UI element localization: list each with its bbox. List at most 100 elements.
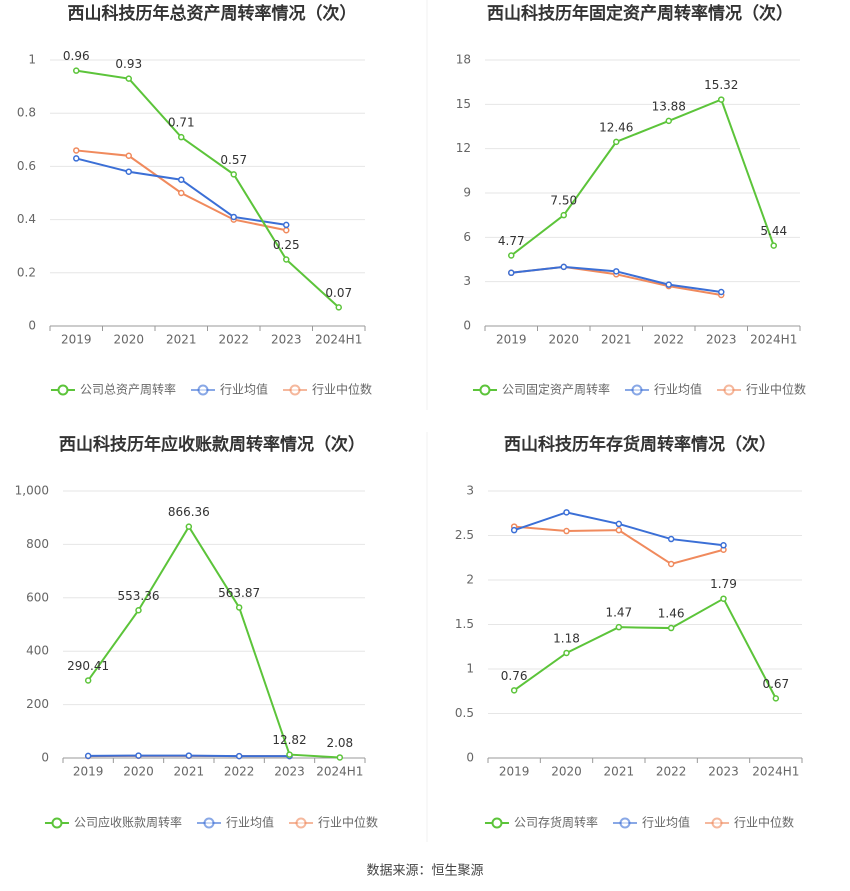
y-tick-label: 2: [466, 573, 474, 587]
legend-swatch: [289, 384, 301, 396]
data-point: [178, 189, 185, 197]
y-tick-label: 3: [466, 484, 474, 498]
data-point: [665, 117, 672, 125]
data-point: [135, 607, 142, 614]
x-tick-label: 2024H1: [750, 333, 797, 347]
x-tick-label: 2021: [166, 333, 197, 347]
y-tick-label: 1: [28, 53, 36, 67]
data-label: 2.08: [326, 736, 353, 750]
y-tick-label: 0: [463, 319, 471, 333]
data-label: 290.41: [67, 659, 109, 673]
x-tick-label: 2023: [274, 765, 305, 779]
data-point: [613, 138, 620, 146]
x-tick-label: 2019: [496, 333, 527, 347]
legend-label: 行业均值: [654, 382, 702, 397]
legend-swatch: [619, 817, 631, 829]
legend-swatch: [479, 384, 491, 396]
y-tick-label: 0: [41, 751, 49, 765]
data-point: [613, 268, 620, 275]
legend-swatch: [295, 817, 307, 829]
y-tick-label: 0.6: [17, 159, 36, 173]
legend-label: 公司应收账款周转率: [74, 815, 182, 830]
data-point: [615, 520, 623, 528]
x-tick-label: 2020: [123, 765, 154, 779]
y-tick-label: 1.5: [455, 617, 474, 631]
data-point: [667, 535, 675, 543]
legend-label: 行业均值: [226, 815, 274, 830]
x-tick-label: 2024H1: [315, 333, 362, 347]
x-tick-label: 2020: [113, 333, 144, 347]
data-label: 866.36: [168, 505, 210, 519]
legend-label: 行业中位数: [312, 382, 372, 397]
y-tick-label: 1,000: [15, 484, 49, 498]
data-point: [230, 213, 237, 221]
data-point: [73, 155, 80, 162]
series-line: [513, 597, 777, 699]
x-tick-label: 2019: [499, 765, 530, 779]
data-label: 15.32: [704, 78, 738, 92]
data-label: 1.79: [710, 577, 737, 591]
data-point: [508, 269, 515, 277]
data-label: 5.44: [760, 224, 787, 238]
data-point: [178, 176, 185, 183]
data-label: 4.77: [498, 234, 525, 248]
legend-label: 行业均值: [642, 815, 690, 830]
data-label: 1.18: [553, 631, 580, 645]
series-line: [76, 69, 340, 309]
data-point: [772, 695, 780, 702]
x-tick-label: 2022: [218, 333, 249, 347]
x-tick-label: 2024H1: [752, 765, 799, 779]
x-tick-label: 2022: [653, 333, 684, 347]
x-tick-label: 2021: [601, 333, 632, 347]
x-tick-label: 2020: [551, 765, 582, 779]
y-tick-label: 0.8: [17, 106, 36, 120]
legend-swatch: [203, 817, 215, 829]
y-tick-label: 18: [456, 53, 471, 67]
x-tick-label: 2021: [174, 765, 205, 779]
data-point: [135, 752, 142, 759]
y-tick-label: 12: [456, 141, 471, 155]
y-tick-label: 600: [26, 590, 49, 604]
data-label: 0.93: [115, 57, 142, 71]
data-point: [720, 595, 727, 602]
data-label: 0.57: [220, 153, 247, 167]
legend-label: 公司固定资产周转率: [502, 382, 610, 397]
data-point: [84, 752, 92, 760]
data-point: [283, 226, 290, 234]
legend-swatch: [197, 384, 209, 396]
legend-label: 行业中位数: [734, 815, 794, 830]
data-point: [178, 133, 185, 141]
data-label: 12.82: [272, 733, 306, 747]
data-point: [73, 67, 80, 74]
data-point: [510, 687, 518, 694]
legend-label: 行业均值: [220, 382, 268, 397]
data-label: 1.46: [658, 607, 685, 621]
data-label: 0.07: [325, 286, 352, 300]
x-tick-label: 2023: [706, 333, 737, 347]
legend-label: 行业中位数: [746, 382, 806, 397]
legend-swatch: [51, 817, 63, 829]
data-point: [286, 751, 293, 758]
x-tick-label: 2019: [61, 333, 92, 347]
chart-title: 西山科技历年固定资产周转率情况（次）: [487, 3, 793, 24]
data-point: [185, 523, 193, 530]
x-tick-label: 2023: [708, 765, 739, 779]
series-line: [87, 524, 340, 759]
data-point: [563, 509, 570, 516]
data-point: [510, 526, 518, 534]
data-point: [125, 152, 132, 160]
data-label: 0.25: [273, 238, 300, 252]
data-point: [770, 242, 777, 249]
x-tick-label: 2023: [271, 333, 302, 347]
data-point: [718, 288, 725, 296]
series-line: [510, 98, 775, 257]
data-point: [563, 649, 570, 657]
y-tick-label: 0.2: [17, 265, 36, 279]
x-tick-label: 2020: [548, 333, 579, 347]
data-point: [665, 281, 672, 288]
data-point: [283, 221, 290, 229]
data-point: [560, 263, 567, 271]
data-point: [73, 147, 80, 154]
data-point: [615, 526, 623, 534]
data-point: [336, 754, 344, 761]
